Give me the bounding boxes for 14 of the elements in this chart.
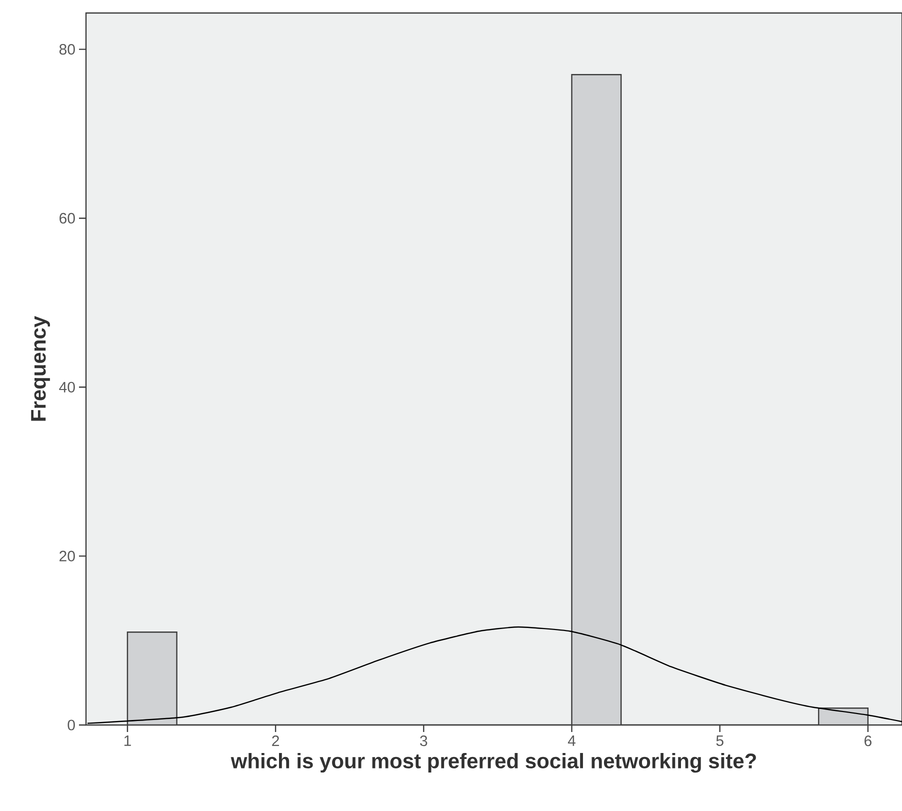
y-axis-title: Frequency [31,316,50,421]
x-tick-label: 4 [568,736,576,746]
y-tick-label: 0 [68,720,75,730]
x-axis-title: which is your most preferred social networking site? [230,752,756,773]
y-tick-label: 60 [60,212,75,224]
y-tick-label: 40 [59,382,75,392]
x-tick-label: 3 [420,736,428,746]
y-tick-label: 20 [60,550,75,562]
line-series [86,626,902,724]
y-tick-label: 80 [59,44,75,55]
x-tick-label: 6 [864,736,872,746]
x-tick-label: 1 [124,736,131,746]
x-tick-label: 5 [716,736,724,746]
x-tick-label: 2 [272,736,279,746]
